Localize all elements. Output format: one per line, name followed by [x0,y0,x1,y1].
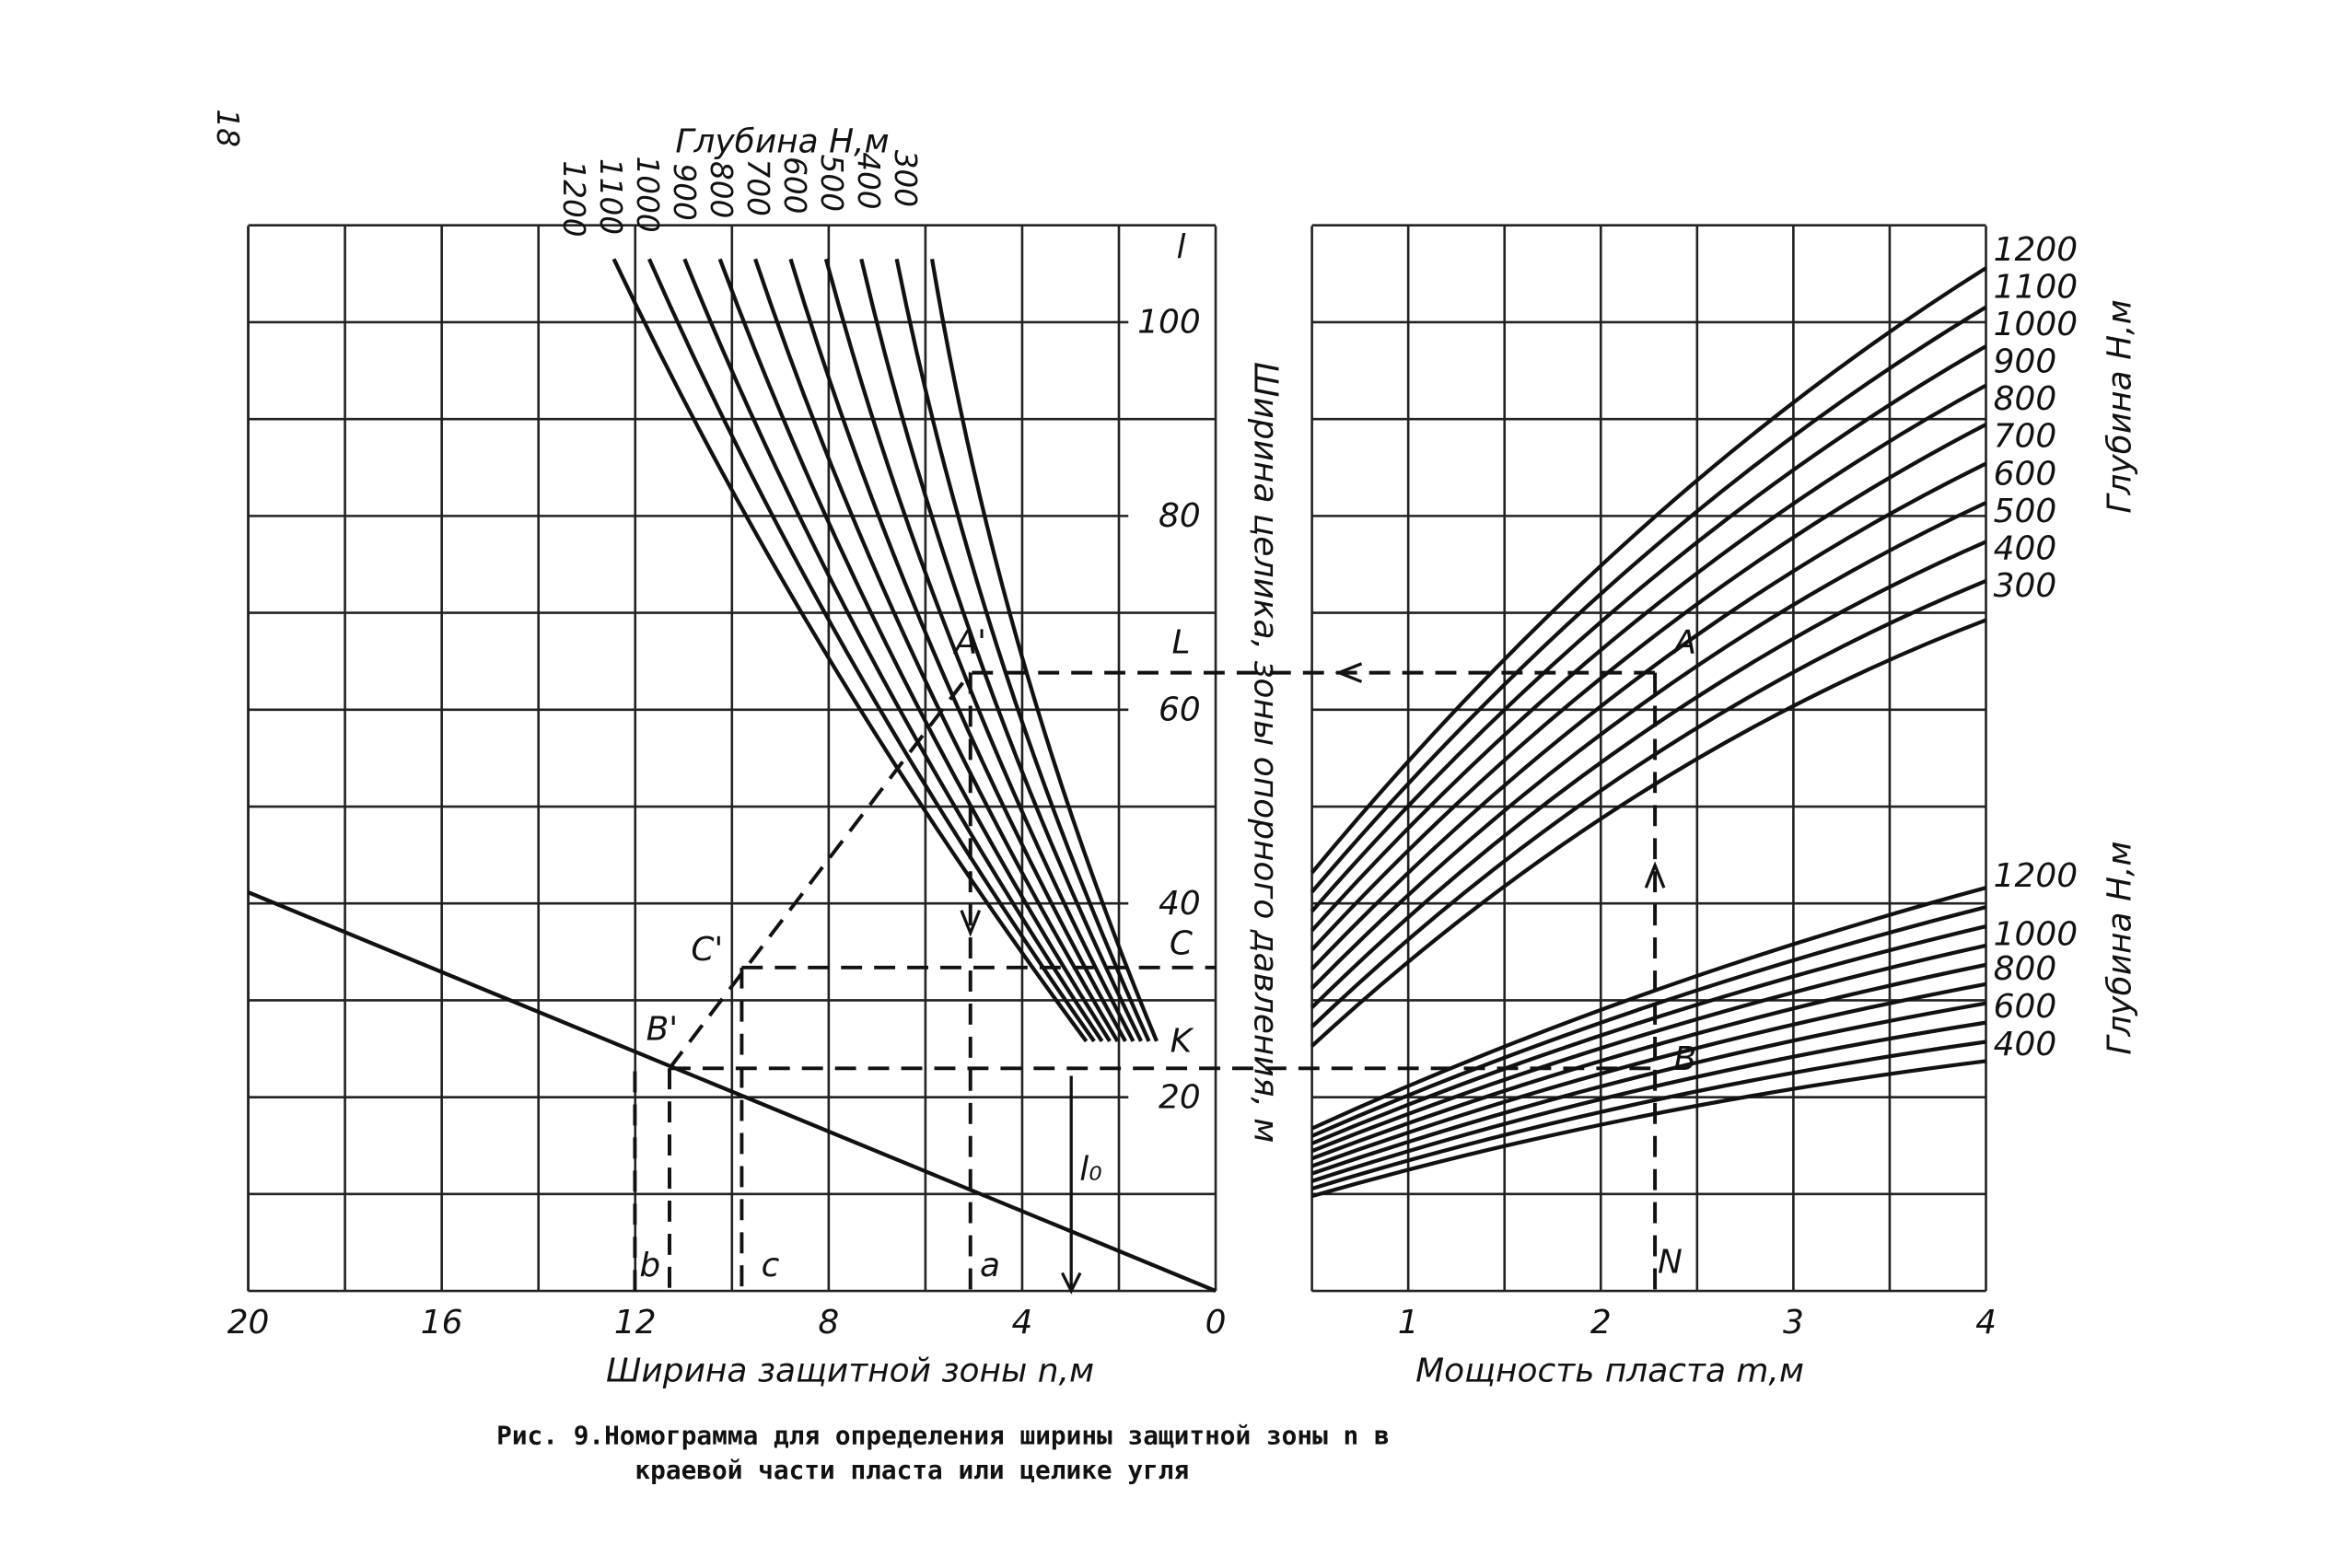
depth-label: 1200 [556,160,591,237]
depth-curve [1310,461,1987,970]
point-label: N [1658,1244,1683,1282]
depth-curve [823,258,1135,1042]
x-tick-label: 12 [614,1304,657,1342]
protective-line [247,890,1217,1294]
x-title: Мощность пласта m,м [1415,1352,1804,1389]
x-tick-label: 20 [227,1304,270,1342]
depth-curve [647,258,1096,1043]
depth-curve [1310,501,1987,990]
depth-label: 800 [1994,380,2057,418]
depth-curve [1310,962,1986,1161]
grid [247,224,1987,1293]
point-label: B' [646,1010,679,1048]
depth-label: 1100 [593,158,628,235]
point-label: l₀ [1079,1150,1101,1188]
y-tick-label: 80 [1159,497,1201,535]
depth-curve [1310,618,1987,1048]
depth-curve [1310,886,1987,1131]
x-tick-label: 2 [1590,1304,1612,1342]
point-label: a [980,1247,1000,1284]
depth-label: 600 [1994,455,2057,493]
y-tick-label: 100 [1137,304,1201,342]
page-number: 18 [210,109,245,147]
depth-curve [788,258,1127,1042]
depth-label: 1200 [1994,231,2078,269]
y-tick-label: 40 [1159,885,1201,923]
depth-title: Глубина H,м [2102,299,2139,513]
depth-label: 800 [704,161,739,218]
depth-label: 300 [888,150,923,207]
point-label: A' [953,624,986,662]
depth-curve [1310,266,1987,875]
caption: Рис. 9.Номограмма для определения ширины… [496,1421,1390,1451]
depth-label: 1100 [1994,269,2078,307]
depth-label: 700 [740,159,775,216]
depth-curve [1311,1059,1986,1199]
depth-label: 1000 [1994,306,2078,343]
depth-label: 600 [777,157,812,214]
point-label: A [1671,624,1696,662]
x-tick-label: 16 [421,1304,463,1342]
x-tick-label: 3 [1783,1304,1804,1342]
depth-curve [1310,905,1987,1138]
depth-label: 400 [851,152,886,209]
caption: краевой части пласта или целике угля [635,1455,1189,1485]
depth-curve [1310,344,1987,913]
x-tick-label: 1 [1398,1304,1419,1342]
depth-curve [1310,923,1987,1145]
axis-symbol: l [1176,228,1185,266]
depth-curve [859,258,1143,1042]
depth-curve [1310,423,1987,951]
depth-label: 900 [667,163,702,220]
depth-curve [1310,578,1987,1028]
depth-label: 1200 [1994,857,2078,895]
point-label: c [762,1247,780,1284]
depth-curve [1310,383,1987,933]
depth-curve [1310,1001,1986,1176]
depth-curve [929,258,1159,1042]
point-label: C [1170,924,1193,962]
curves [611,258,1987,1199]
y-tick-label: 20 [1159,1078,1201,1116]
axis-title: Ширина целика, зоны опорного давления, м [1246,362,1284,1143]
x-tick-label: 4 [1012,1304,1033,1342]
depth-curve [753,258,1120,1042]
point-label: b [639,1247,660,1284]
depth-label: 300 [1994,567,2057,605]
depth-label: 500 [814,155,849,212]
depth-label: 400 [1994,1026,2057,1063]
point-label: B [1673,1040,1696,1078]
depth-label: 500 [1994,493,2057,530]
depth-curve [1310,305,1987,894]
depth-curve [682,258,1104,1043]
x-tick-label: 0 [1205,1304,1227,1342]
x-title: Ширина защитной зоны n,м [606,1352,1094,1389]
depth-curve [1310,943,1986,1154]
y-tick-label: 60 [1159,691,1201,728]
depth-title: Глубина H,м [675,123,889,161]
point-label: C' [691,931,723,969]
depth-curve [611,258,1089,1043]
x-tick-label: 4 [1975,1304,1997,1342]
x-tick-label: 8 [818,1304,839,1342]
depth-label: 1000 [630,157,665,233]
depth-label: 700 [1994,418,2057,456]
depth-title: Глубина H,м [2102,841,2139,1054]
depth-label: 800 [1994,950,2057,988]
depth-curve [1310,540,1987,1009]
depth-label: 400 [1994,529,2057,567]
depth-label: 600 [1994,988,2057,1026]
point-label: L [1171,624,1190,662]
dashed-construction [633,662,1666,1295]
point-label: K [1170,1023,1194,1061]
depth-label: 900 [1994,343,2057,381]
depth-label: 1000 [1994,916,2078,954]
depth-curve [1310,1040,1986,1191]
depth-curve [1310,1020,1986,1183]
depth-curve [1310,981,1986,1168]
depth-curve [894,258,1151,1042]
depth-curve [717,258,1112,1043]
